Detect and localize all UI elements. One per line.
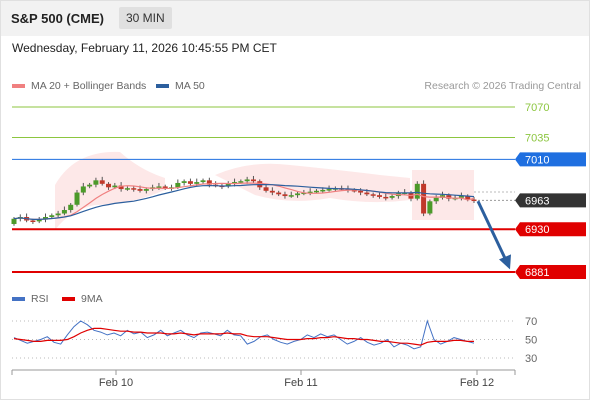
x-tick-label-1: Feb 11 — [284, 377, 317, 389]
forecast-arrow-shaft — [476, 200, 508, 262]
candle-body-55 — [358, 190, 364, 193]
candle-body-67 — [433, 197, 439, 202]
candle-body-7 — [55, 213, 61, 216]
candle-body-6 — [49, 215, 55, 217]
candle-body-9 — [68, 204, 74, 211]
credit-label: Research © 2026 Trading Central — [424, 80, 581, 92]
candle-body-21 — [143, 189, 149, 191]
legend-ma20: MA 20 + Bollinger Bands — [12, 80, 146, 92]
candle-body-0 — [11, 218, 17, 224]
candle-body-66 — [427, 201, 433, 214]
ma20-line — [13, 182, 475, 220]
candle-body-65 — [421, 183, 427, 214]
chart-header: S&P 500 (CME) 30 MIN — [0, 0, 590, 36]
candle-body-27 — [181, 181, 187, 183]
rsi-series-RSI — [13, 319, 475, 350]
candle-body-71 — [458, 196, 464, 198]
candle-body-20 — [137, 189, 143, 191]
candle-body-13 — [93, 180, 99, 185]
x-tick-label-0: Feb 10 — [99, 377, 133, 389]
candle-body-5 — [43, 217, 49, 220]
candle-body-3 — [30, 220, 36, 222]
instrument-title: S&P 500 (CME) — [11, 11, 104, 26]
candle-body-29 — [194, 182, 200, 184]
candle-body-15 — [106, 183, 112, 188]
level-label-6930: 6930 — [525, 224, 549, 236]
legend-rsi-swatch — [12, 297, 25, 302]
candle-body-16 — [112, 185, 118, 188]
level-tag-6930 — [515, 222, 586, 237]
candle-body-50 — [326, 189, 332, 191]
candle-body-4 — [36, 219, 42, 222]
candle-body-64 — [414, 183, 420, 199]
candle-body-18 — [124, 188, 130, 190]
legend-ma50: MA 50 — [156, 80, 205, 92]
candle-body-26 — [175, 182, 181, 188]
candle-body-14 — [99, 180, 105, 184]
candle-body-57 — [370, 194, 376, 196]
candle-body-41 — [269, 190, 275, 193]
candle-body-12 — [87, 184, 93, 187]
legend-rsi-label: RSI — [31, 293, 49, 305]
legend-9ma: 9MA — [62, 293, 103, 305]
legend-ma20-swatch — [12, 84, 25, 89]
legend-9ma-swatch — [62, 297, 75, 302]
candle-body-24 — [162, 186, 168, 189]
candle-body-8 — [61, 210, 67, 214]
candle-body-40 — [263, 187, 269, 191]
level-tag-6963 — [515, 193, 586, 208]
candle-body-38 — [250, 179, 256, 182]
legend-ma20-label: MA 20 + Bollinger Bands — [31, 80, 147, 92]
legend-ma50-swatch — [156, 84, 169, 89]
candle-body-72 — [465, 196, 471, 200]
rsi-tick-30: 30 — [525, 353, 537, 365]
level-label-7010: 7010 — [525, 154, 549, 166]
legend-rsi: RSI — [12, 293, 49, 305]
candle-body-69 — [446, 195, 452, 199]
forecast-arrow-head — [499, 254, 511, 270]
level-tag-7010 — [515, 152, 586, 167]
candle-body-58 — [376, 195, 382, 197]
candle-body-49 — [320, 189, 326, 192]
x-tick-label-2: Feb 12 — [460, 377, 494, 389]
candle-body-56 — [364, 192, 370, 195]
level-label-6881: 6881 — [525, 267, 549, 279]
candle-body-35 — [232, 182, 238, 184]
candle-body-10 — [74, 192, 80, 205]
candle-body-73 — [471, 199, 477, 202]
candle-body-34 — [225, 183, 231, 187]
rsi-tick-50: 50 — [525, 335, 537, 347]
candle-body-23 — [156, 186, 162, 188]
candle-body-11 — [80, 186, 86, 193]
candle-body-59 — [383, 196, 389, 199]
interval-button[interactable]: 30 MIN — [119, 7, 172, 29]
candle-body-45 — [295, 193, 301, 196]
level-label-7035: 7035 — [525, 133, 549, 145]
ma50-line — [13, 184, 475, 220]
datetime-label: Wednesday, February 11, 2026 10:45:55 PM… — [12, 41, 277, 55]
candle-body-17 — [118, 185, 124, 190]
candle-body-31 — [206, 180, 212, 185]
candle-body-47 — [307, 191, 313, 194]
candle-body-48 — [313, 190, 319, 193]
candle-body-30 — [200, 180, 206, 183]
candle-body-19 — [131, 188, 137, 190]
candle-body-60 — [389, 196, 395, 198]
level-label-7070: 7070 — [525, 102, 549, 114]
level-tag-6881 — [515, 265, 586, 279]
candle-body-36 — [238, 181, 244, 183]
candle-body-37 — [244, 179, 250, 182]
candle-body-28 — [187, 181, 193, 184]
candle-body-42 — [276, 192, 282, 195]
legend-ma50-label: MA 50 — [175, 80, 205, 92]
legend-9ma-label: 9MA — [81, 293, 103, 305]
rsi-tick-70: 70 — [525, 316, 537, 328]
candle-body-43 — [282, 194, 288, 197]
rsi-series-9MA — [13, 327, 474, 346]
candle-body-44 — [288, 195, 294, 197]
level-label-6963: 6963 — [525, 195, 549, 207]
candle-body-54 — [351, 189, 357, 192]
